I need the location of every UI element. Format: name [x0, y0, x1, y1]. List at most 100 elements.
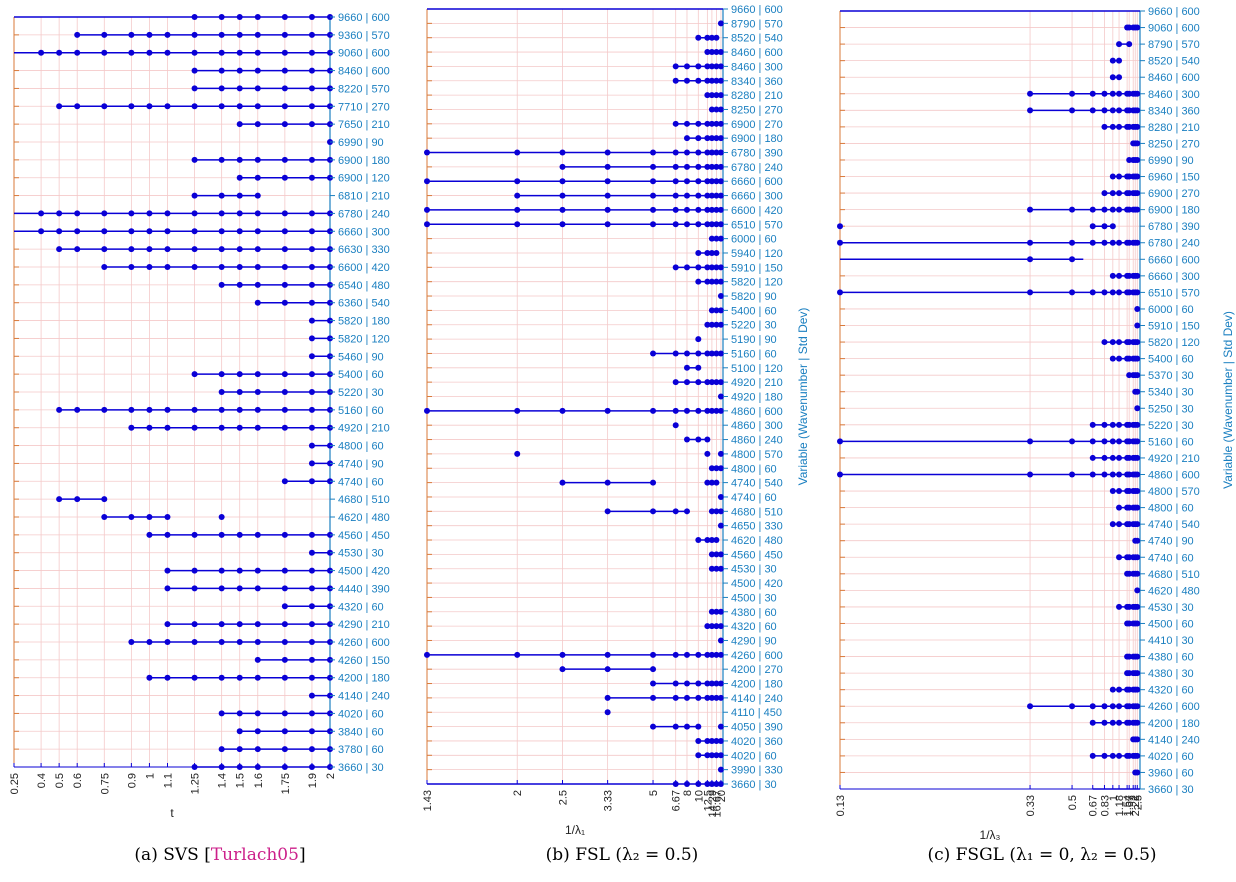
data-point — [605, 221, 611, 227]
y-tick-label: 6780 | 390 — [1148, 221, 1200, 233]
data-point — [673, 78, 679, 84]
data-point — [684, 379, 690, 385]
y-tick-label: 6780 | 390 — [731, 148, 783, 160]
y-tick-label: 5820 | 90 — [731, 291, 777, 303]
data-point — [1090, 753, 1096, 759]
y-tick-label: 5820 | 120 — [1148, 337, 1200, 349]
data-point — [192, 639, 198, 645]
data-point — [695, 537, 701, 543]
data-point — [695, 408, 701, 414]
data-point — [255, 710, 261, 716]
data-point — [1110, 240, 1116, 246]
data-point — [309, 353, 315, 359]
data-point — [514, 193, 520, 199]
y-tick-label: 5910 | 150 — [731, 262, 783, 274]
data-point — [309, 157, 315, 163]
data-point — [1134, 703, 1140, 709]
data-point — [695, 35, 701, 41]
data-point — [1101, 107, 1107, 113]
data-point — [695, 121, 701, 127]
data-point — [255, 121, 261, 127]
y-tick-label: 4740 | 540 — [1148, 519, 1200, 531]
data-point — [1110, 107, 1116, 113]
data-point — [282, 728, 288, 734]
x-tick-label: 1.43 — [422, 790, 434, 811]
data-point — [1116, 240, 1122, 246]
data-point — [237, 532, 243, 538]
data-point — [255, 50, 261, 56]
x-tick-label: 6.67 — [671, 790, 683, 811]
y-tick-label: 4740 | 90 — [1148, 536, 1194, 548]
data-point — [605, 709, 611, 715]
data-point — [605, 508, 611, 514]
data-point — [514, 652, 520, 658]
y-tick-label: 4380 | 60 — [1148, 652, 1194, 664]
data-point — [1110, 223, 1116, 229]
data-point — [1134, 389, 1140, 395]
data-point — [282, 478, 288, 484]
data-point — [192, 103, 198, 109]
y-tick-label: 4320 | 60 — [338, 601, 384, 613]
citation-link[interactable]: Turlach05 — [211, 845, 299, 865]
y-tick-label: 6780 | 240 — [338, 208, 390, 220]
data-point — [255, 425, 261, 431]
data-point — [255, 85, 261, 91]
data-point — [559, 480, 565, 486]
data-point — [309, 693, 315, 699]
y-tick-label: 4290 | 210 — [338, 619, 390, 631]
data-point — [309, 621, 315, 627]
data-point — [650, 164, 656, 170]
data-point — [695, 193, 701, 199]
data-point — [146, 32, 152, 38]
data-point — [673, 264, 679, 270]
data-point — [255, 193, 261, 199]
data-point — [1090, 223, 1096, 229]
data-point — [1116, 703, 1122, 709]
data-point — [237, 264, 243, 270]
data-point — [56, 246, 62, 252]
x-tick-label: 0.6 — [72, 773, 84, 788]
y-tick-label: 6900 | 180 — [338, 155, 390, 167]
data-point — [695, 695, 701, 701]
data-point — [164, 639, 170, 645]
data-point — [164, 585, 170, 591]
y-tick-label: 8790 | 570 — [1148, 39, 1200, 51]
data-point — [282, 85, 288, 91]
data-point — [74, 210, 80, 216]
data-point — [1116, 455, 1122, 461]
data-point — [1116, 720, 1122, 726]
data-point — [684, 350, 690, 356]
y-tick-label: 6990 | 90 — [338, 137, 384, 149]
data-point — [1116, 604, 1122, 610]
data-point — [1069, 703, 1075, 709]
data-point — [1134, 422, 1140, 428]
y-tick-label: 9360 | 570 — [338, 30, 390, 42]
data-point — [192, 193, 198, 199]
data-point — [1027, 240, 1033, 246]
data-point — [164, 568, 170, 574]
data-point — [237, 228, 243, 234]
data-point — [255, 371, 261, 377]
data-point — [237, 246, 243, 252]
data-point — [309, 228, 315, 234]
y-tick-label: 4020 | 60 — [731, 750, 777, 762]
y-tick-label: 9060 | 600 — [338, 48, 390, 60]
data-point — [1027, 471, 1033, 477]
data-point — [1101, 190, 1107, 196]
y-tick-label: 5400 | 60 — [731, 305, 777, 317]
y-tick-label: 4200 | 270 — [731, 664, 783, 676]
chart-panel-1: 9660 | 600 9360 | 570 9060 | 600 8460 | 600… — [9, 12, 390, 820]
data-point — [684, 178, 690, 184]
y-tick-label: 3840 | 60 — [338, 726, 384, 738]
data-point — [1134, 405, 1140, 411]
y-tick-label: 8280 | 210 — [731, 90, 783, 102]
data-point — [255, 621, 261, 627]
data-point — [673, 379, 679, 385]
data-point — [38, 210, 44, 216]
x-tick-label: 5 — [648, 790, 660, 796]
data-point — [146, 264, 152, 270]
data-point — [673, 121, 679, 127]
data-point — [237, 639, 243, 645]
data-point — [1110, 753, 1116, 759]
data-point — [237, 85, 243, 91]
